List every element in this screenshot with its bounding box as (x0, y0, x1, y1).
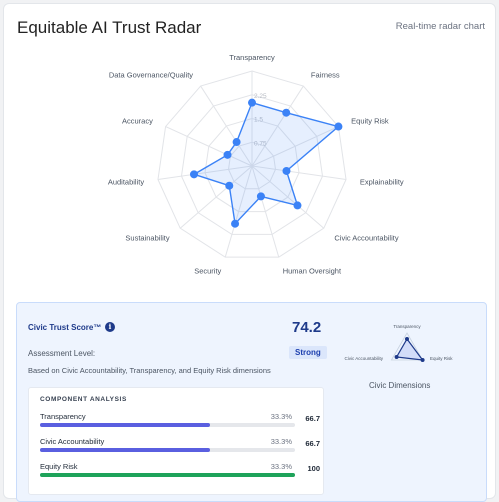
radar-grid-ring (157, 70, 347, 258)
radar-data-point (282, 166, 291, 175)
radar-data-point (231, 219, 240, 228)
component-row: Equity Risk 33.3% 100 (40, 462, 322, 484)
info-icon[interactable]: i (105, 322, 115, 332)
component-bar-fill (40, 448, 211, 452)
mini-data-point (405, 336, 409, 341)
component-bar-fill (40, 423, 211, 427)
radar-data-point (223, 150, 232, 159)
radar-axis-label: Data Governance/Quality (109, 70, 193, 79)
page-title: Equitable AI Trust Radar (17, 18, 202, 37)
component-score: 66.7 (305, 414, 320, 423)
radar-grid-ring (227, 141, 277, 190)
radar-axis-label: Sustainability (125, 233, 169, 242)
radar-axis-label: Security (194, 267, 221, 276)
radar-spoke (200, 85, 253, 167)
component-score: 66.7 (305, 439, 320, 448)
radar-axis-label: Fairness (311, 70, 340, 79)
radar-spoke (224, 165, 253, 258)
radar-spoke (157, 165, 253, 181)
component-row: Civic Accountability 33.3% 66.7 (40, 437, 322, 459)
component-weight: 33.3% (270, 412, 292, 421)
radar-card: Equitable AI Trust Radar Real-time radar… (3, 3, 496, 502)
component-bar-track (40, 448, 295, 452)
radar-axis-label: Transparency (229, 53, 275, 62)
radar-data-point (190, 170, 199, 179)
radar-spoke (251, 165, 347, 181)
radar-spoke (251, 165, 325, 229)
civic-score-value: 74.2 (292, 319, 322, 336)
component-name: Equity Risk (40, 462, 78, 471)
mini-data-point (394, 355, 399, 360)
mini-axis-label: Transparency (393, 324, 421, 329)
mini-axis-label: Equity Risk (430, 356, 453, 361)
radar-grid-ring (180, 94, 324, 235)
civic-dimensions-mini-chart: Transparency Equity Risk Civic Accountabil… (344, 324, 453, 362)
radar-spoke (251, 85, 304, 167)
civic-score-title: Civic Trust Score™ (28, 323, 102, 332)
civic-score-panel: Civic Trust Score™ i 74.2 Assessment Lev… (16, 302, 487, 502)
radar-axis-label: Equity Risk (351, 117, 389, 126)
radar-axis-label: Accuracy (122, 117, 153, 126)
radar-spoke (251, 126, 339, 167)
radar-axis-label: Auditability (108, 178, 145, 187)
radar-data-point (248, 98, 256, 107)
score-description: Based on Civic Accountability, Transpare… (28, 366, 271, 375)
radar-data-point (334, 122, 343, 131)
component-analysis-title: COMPONENT ANALYSIS (40, 396, 127, 403)
radar-spoke (165, 126, 253, 167)
radar-tick-label: 0.75 (254, 140, 267, 147)
component-bar-fill (40, 473, 295, 477)
component-score: 100 (307, 464, 320, 473)
radar-data-point (225, 181, 234, 190)
mini-axis-label: Civic Accountability (344, 356, 383, 361)
component-bar-track (40, 423, 295, 427)
component-row: Transparency 33.3% 66.7 (40, 412, 322, 434)
radar-data-point (293, 201, 302, 210)
radar-tick-label: 2.25 (254, 93, 267, 100)
radar-axis-label: Human Oversight (283, 267, 342, 276)
chart-subtitle: Real-time radar chart (395, 21, 485, 32)
assessment-badge: Strong (289, 346, 327, 359)
radar-axis-label: Civic Accountability (334, 233, 398, 242)
mini-data-point (420, 358, 425, 362)
component-analysis: COMPONENT ANALYSIS Transparency 33.3% 66… (28, 387, 324, 495)
radar-data-point (282, 108, 291, 117)
radar-data-point (232, 138, 241, 147)
radar-spoke (251, 165, 280, 258)
component-weight: 33.3% (270, 462, 292, 471)
component-name: Transparency (40, 412, 86, 421)
component-weight: 33.3% (270, 437, 292, 446)
radar-data-point (256, 192, 265, 201)
radar-chart: 0.75 1.5 2.25 Transparency Fairness Equity Ri… (108, 53, 404, 276)
mini-series-area (395, 337, 424, 361)
civic-dimensions-caption: Civic Dimensions (369, 381, 431, 390)
assessment-label: Assessment Level: (28, 349, 96, 358)
radar-grid-ring (204, 117, 300, 213)
radar-axis-label: Explainability (360, 178, 404, 187)
radar-series-area (192, 101, 340, 226)
component-bar-track (40, 473, 295, 477)
radar-spoke (179, 165, 253, 229)
component-name: Civic Accountability (40, 437, 105, 446)
mini-grid (390, 332, 424, 361)
radar-tick-label: 1.5 (254, 117, 263, 124)
